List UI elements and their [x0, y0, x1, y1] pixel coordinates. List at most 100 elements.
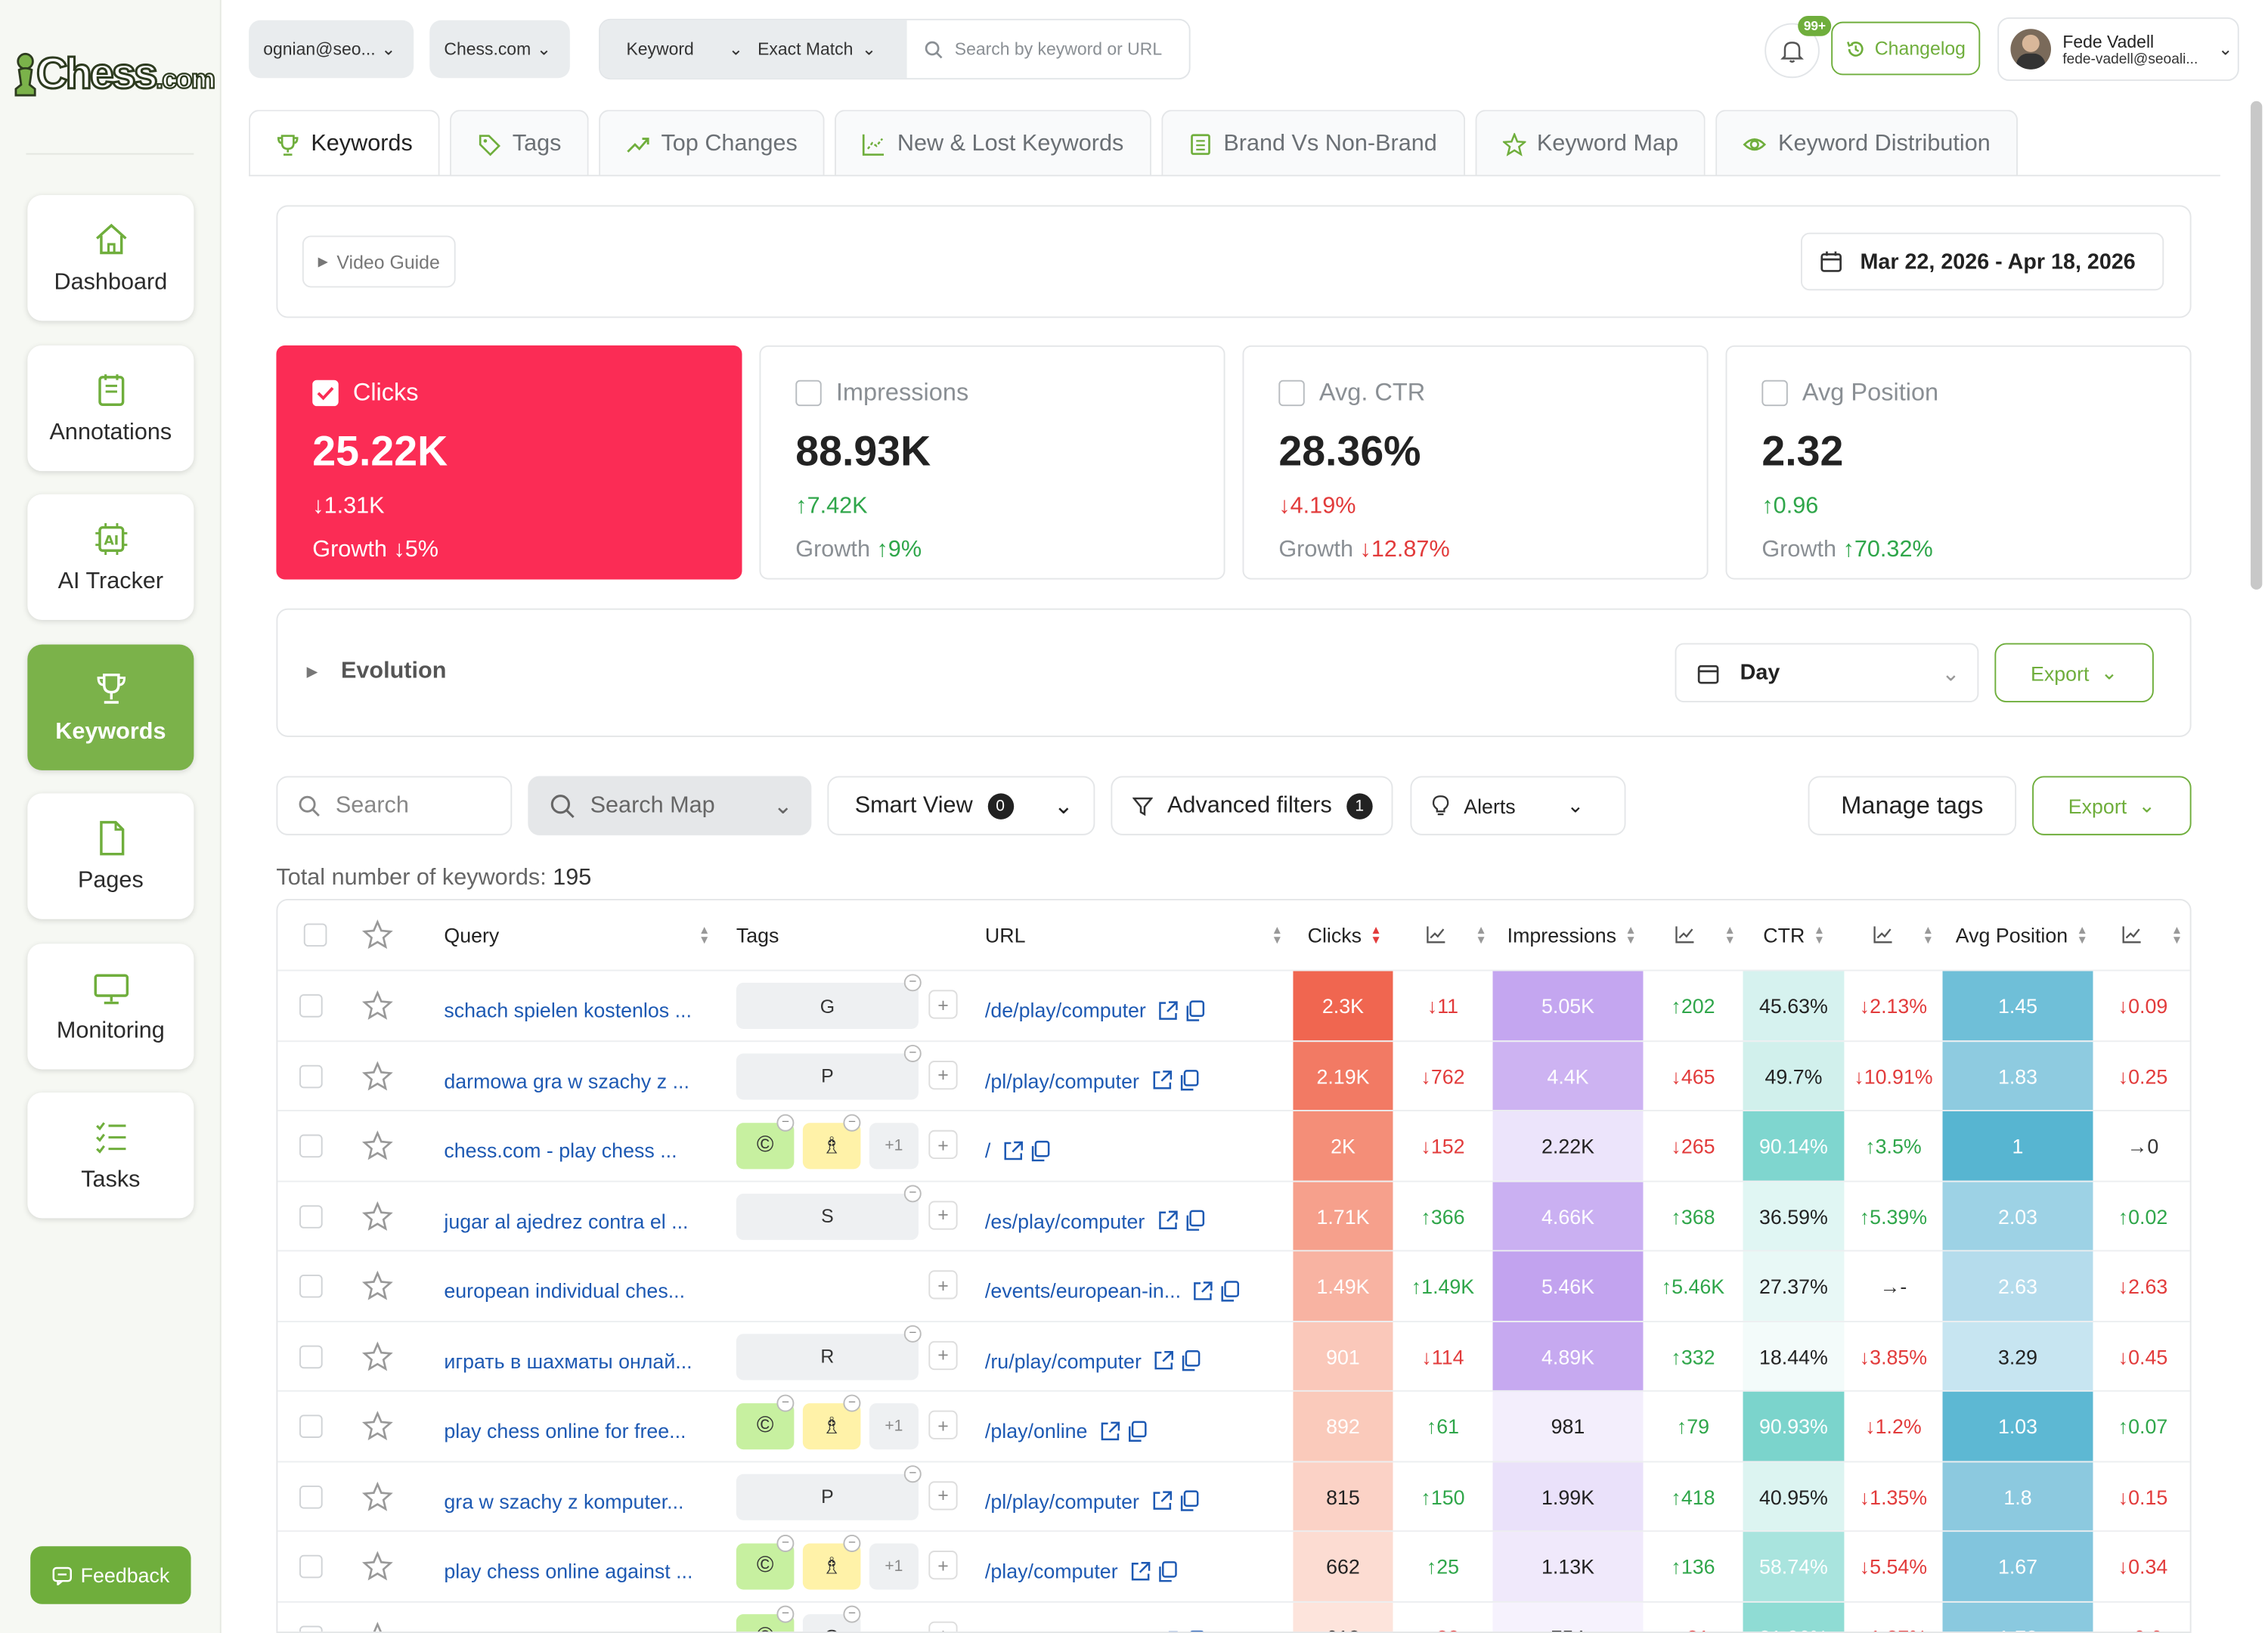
add-tag-button[interactable]: + [928, 1551, 958, 1580]
copy-icon[interactable] [1157, 1560, 1177, 1582]
star-icon[interactable] [361, 1340, 393, 1372]
external-link-icon[interactable] [1192, 1280, 1214, 1302]
table-row[interactable]: play chess online for free... © − ♗ − +1 +/pla… [277, 1390, 2190, 1461]
star-icon[interactable] [361, 1480, 393, 1512]
tag-chip[interactable]: S [736, 1192, 919, 1240]
tag-chip[interactable]: +1 [869, 1543, 919, 1590]
table-row[interactable]: schach online gegen den ...©−G−+/de/play… [277, 1600, 2190, 1632]
remove-tag-icon[interactable]: − [903, 1044, 922, 1061]
tag-chip[interactable]: +1 [869, 1123, 919, 1170]
advanced-filters-button[interactable]: Advanced filters 1 [1111, 776, 1393, 835]
evolution-toggle[interactable]: ▶ Evolution [307, 659, 447, 685]
external-link-icon[interactable] [1157, 999, 1179, 1021]
tab-keywords[interactable]: Keywords [249, 110, 441, 177]
metric-checkbox[interactable] [312, 380, 339, 407]
remove-tag-icon[interactable]: − [843, 1604, 861, 1622]
favorite-header[interactable] [361, 900, 393, 970]
url-link[interactable]: /ru/play/computer [984, 1349, 1142, 1372]
url-link[interactable]: /play/online [984, 1419, 1088, 1442]
remove-tag-icon[interactable]: − [843, 1114, 861, 1132]
evolution-export-button[interactable]: Export ⌄ [1994, 643, 2154, 702]
search-input[interactable]: Search by keyword or URL [907, 20, 1189, 78]
tab-brand-vs-non-brand[interactable]: Brand Vs Non-Brand [1161, 110, 1465, 177]
star-icon[interactable] [361, 990, 393, 1021]
table-export-button[interactable]: Export ⌄ [2032, 776, 2192, 835]
star-icon[interactable] [361, 1411, 393, 1442]
tag-chip[interactable]: P [736, 1052, 919, 1099]
copy-icon[interactable] [1184, 1210, 1204, 1232]
remove-tag-icon[interactable]: − [903, 1464, 922, 1483]
ctr-trend-header[interactable]: ▲ ▼ [1873, 900, 1934, 970]
remove-tag-icon[interactable]: − [843, 1394, 861, 1412]
table-row[interactable]: schach spielen kostenlos ... G − +/de/play/… [277, 969, 2190, 1041]
star-icon[interactable] [361, 1060, 393, 1092]
clicks-column-header[interactable]: Clicks ▲ ▼ [1308, 900, 1382, 970]
tab-keyword-distribution[interactable]: Keyword Distribution [1715, 110, 2019, 177]
avg-position-trend-header[interactable]: ▲ ▼ [2122, 900, 2183, 970]
nav-pages[interactable]: Pages [27, 793, 194, 919]
remove-tag-icon[interactable]: − [776, 1114, 795, 1132]
copy-icon[interactable] [1126, 1420, 1147, 1442]
row-checkbox[interactable] [299, 1554, 323, 1579]
tag-chip[interactable]: P [736, 1473, 919, 1520]
tag-chip[interactable]: +1 [869, 1403, 919, 1450]
row-checkbox[interactable] [299, 1274, 323, 1298]
row-checkbox[interactable] [299, 1485, 323, 1508]
star-icon[interactable] [361, 1621, 393, 1632]
copy-icon[interactable] [1220, 1280, 1241, 1302]
query-link[interactable]: schach spielen kostenlos ... [444, 998, 692, 1022]
copy-icon[interactable] [1185, 1630, 1206, 1632]
url-link[interactable]: /pl/play/computer [984, 1489, 1139, 1513]
table-search-input[interactable]: Search [276, 776, 513, 835]
manage-tags-button[interactable]: Manage tags [1808, 776, 2017, 835]
copy-icon[interactable] [1181, 1349, 1201, 1371]
feedback-button[interactable]: Feedback [30, 1546, 191, 1604]
add-tag-button[interactable]: + [928, 1270, 958, 1300]
star-icon[interactable] [361, 1270, 393, 1302]
tag-chip[interactable]: © [736, 1123, 795, 1170]
select-all-checkbox[interactable] [303, 923, 327, 947]
user-menu[interactable]: Fede Vadell fede-vadell@seoali... ⌄ [1997, 17, 2239, 82]
external-link-icon[interactable] [1157, 1210, 1179, 1232]
row-checkbox[interactable] [299, 1344, 323, 1368]
url-link[interactable]: /play/computer [984, 1559, 1118, 1583]
nav-monitoring[interactable]: Monitoring [27, 944, 194, 1070]
table-row[interactable]: играть в шахматы онлай... R − +/ru/play/com… [277, 1320, 2190, 1391]
ctr-column-header[interactable]: CTR ▲ ▼ [1763, 900, 1825, 970]
url-link[interactable]: / [984, 1139, 991, 1162]
url-link[interactable]: /de/play/computer [985, 1629, 1146, 1631]
add-tag-button[interactable]: + [928, 1060, 958, 1089]
remove-tag-icon[interactable]: − [843, 1535, 861, 1552]
changelog-button[interactable]: Changelog [1831, 21, 1981, 76]
remove-tag-icon[interactable]: − [903, 1324, 922, 1342]
nav-annotations[interactable]: Annotations [27, 345, 194, 472]
external-link-icon[interactable] [1153, 1349, 1175, 1371]
star-icon[interactable] [361, 1200, 393, 1232]
external-link-icon[interactable] [1151, 1070, 1173, 1092]
scrollbar[interactable] [2251, 101, 2263, 590]
query-link[interactable]: darmowa gra w szachy z ... [444, 1068, 689, 1092]
table-row[interactable]: jugar al ajedrez contra el ... S − +/es/pla… [277, 1179, 2190, 1251]
chess-logo[interactable]: Chess .com [11, 38, 216, 113]
granularity-select[interactable]: Day ⌄ [1675, 643, 1979, 702]
row-checkbox[interactable] [299, 1625, 323, 1632]
add-tag-button[interactable]: + [928, 1200, 958, 1229]
keyword-type-select[interactable]: Keyword [626, 39, 694, 60]
date-range-picker[interactable]: Mar 22, 2026 - Apr 18, 2026 [1801, 232, 2164, 291]
query-link[interactable]: play chess online for free... [444, 1419, 686, 1442]
query-link[interactable]: play chess online against ... [444, 1559, 693, 1583]
metric-card-avg-ctr[interactable]: Avg. CTR 28.36% ↓4.19% Growth ↓12.87% [1242, 345, 1709, 580]
metric-checkbox[interactable] [795, 380, 822, 407]
row-checkbox[interactable] [299, 1415, 323, 1438]
tab-top-changes[interactable]: Top Changes [599, 110, 826, 177]
search-map-select[interactable]: Search Map ⌄ [528, 776, 812, 835]
url-link[interactable]: /de/play/computer [984, 998, 1146, 1022]
metric-checkbox[interactable] [1761, 380, 1788, 407]
nav-keywords[interactable]: Keywords [27, 644, 194, 770]
table-row[interactable]: gra w szachy z komputer... P − +/pl/play/co… [277, 1460, 2190, 1532]
copy-icon[interactable] [1030, 1139, 1050, 1161]
row-checkbox[interactable] [299, 1134, 323, 1158]
add-tag-button[interactable]: + [928, 1410, 958, 1439]
external-link-icon[interactable] [1157, 1630, 1179, 1632]
video-guide-button[interactable]: ▶ Video Guide [302, 235, 456, 288]
